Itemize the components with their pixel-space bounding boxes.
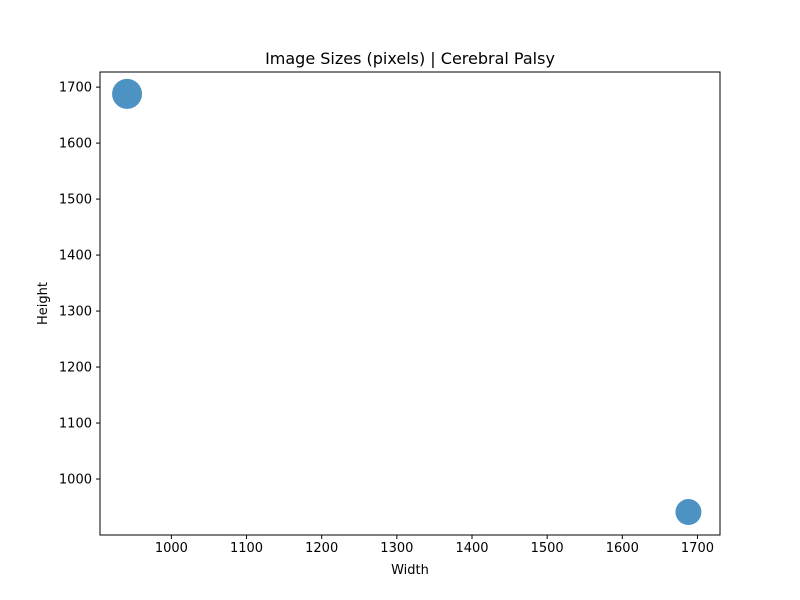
y-tick-label: 1200 [59,361,92,376]
y-tick-label: 1100 [59,417,92,432]
y-tick-label: 1700 [59,81,92,96]
y-tick-label: 1300 [59,305,92,320]
x-tick-label: 1700 [681,541,714,556]
plot-frame [99,71,721,536]
x-axis: 1000 1100 1200 1300 1400 1500 1600 1700 [155,535,714,556]
x-axis-label: Width [391,563,429,578]
data-point [675,499,702,526]
data-points [112,78,702,526]
x-tick-label: 1300 [380,541,413,556]
x-tick-label: 1100 [230,541,263,556]
y-tick-label: 1600 [59,137,92,152]
y-axis: 1000 1100 1200 1300 1400 1500 1600 1700 [59,81,100,488]
y-tick-label: 1400 [59,249,92,264]
x-tick-label: 1400 [455,541,488,556]
y-tick-label: 1500 [59,193,92,208]
x-tick-label: 1200 [305,541,338,556]
y-axis-label: Height [36,282,51,325]
x-tick-label: 1600 [606,541,639,556]
chart-title: Image Sizes (pixels) | Cerebral Palsy [265,49,555,68]
y-tick-label: 1000 [59,473,92,488]
data-point [112,78,143,109]
x-tick-label: 1000 [155,541,188,556]
x-tick-label: 1500 [531,541,564,556]
